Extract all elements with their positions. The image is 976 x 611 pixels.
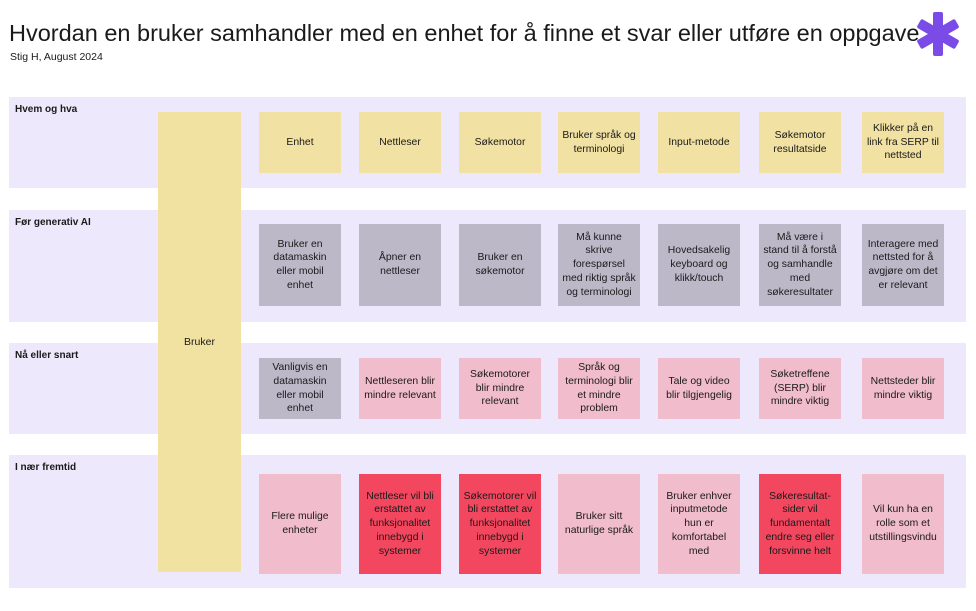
page-subtitle: Stig H, August 2024 (10, 51, 103, 63)
cell-r1-c7: Klikker på en link fra SERP til nettsted (862, 112, 944, 173)
cell-r4-c3: Søkemotorer vil bli erstattet av funksjo… (459, 474, 541, 574)
cell-r2-c2: Åpner en nettleser (359, 224, 441, 306)
cell-r3-c6: Søketreffene (SERP) blir mindre viktig (759, 358, 841, 419)
cell-r3-c5: Tale og video blir tilgjengelig (658, 358, 740, 419)
row-label: Nå eller snart (15, 350, 79, 361)
cell-r1-c4: Bruker språk og terminologi (558, 112, 640, 173)
cell-r1-c1: Enhet (259, 112, 341, 173)
cell-r4-c6: Søkeresultat-sider vil fundamentalt endr… (759, 474, 841, 574)
cell-r1-c5: Input-metode (658, 112, 740, 173)
cell-r3-c2: Nettleseren blir mindre relevant (359, 358, 441, 419)
cell-r4-c2: Nettleser vil bli erstattet av funksjona… (359, 474, 441, 574)
row-label: Før generativ AI (15, 217, 91, 228)
cell-r1-c2: Nettleser (359, 112, 441, 173)
cell-r2-c6: Må være i stand til å forstå og samhandl… (759, 224, 841, 306)
bruker-actor-column: Bruker (158, 112, 241, 572)
cell-r4-c5: Bruker enhver inputmetode hun er komfort… (658, 474, 740, 574)
page-title: Hvordan en bruker samhandler med en enhe… (9, 20, 920, 46)
cell-r2-c1: Bruker en datamaskin eller mobil enhet (259, 224, 341, 306)
cell-r2-c5: Hovedsakelig keyboard og klikk/touch (658, 224, 740, 306)
cell-r4-c4: Bruker sitt naturlige språk (558, 474, 640, 574)
cell-r3-c3: Søkemotorer blir mindre relevant (459, 358, 541, 419)
cell-r4-c1: Flere mulige enheter (259, 474, 341, 574)
row-label: I nær fremtid (15, 462, 77, 473)
cell-r4-c7: Vil kun ha en rolle som et utstillingsvi… (862, 474, 944, 574)
cell-r2-c4: Må kunne skrive forespørsel med riktig s… (558, 224, 640, 306)
cell-r2-c7: Interagere med nettsted for å avgjøre om… (862, 224, 944, 306)
bruker-label: Bruker (184, 336, 215, 348)
cell-r1-c3: Søkemotor (459, 112, 541, 173)
row-label: Hvem og hva (15, 104, 78, 115)
cell-r2-c3: Bruker en søkemotor (459, 224, 541, 306)
asterisk-logo-icon (917, 12, 959, 56)
cell-r3-c7: Nettsteder blir mindre viktig (862, 358, 944, 419)
cell-r3-c4: Språk og terminologi blir et mindre prob… (558, 358, 640, 419)
cell-r1-c6: Søkemotor resultatside (759, 112, 841, 173)
cell-r3-c1: Vanligvis en datamaskin eller mobil enhe… (259, 358, 341, 419)
